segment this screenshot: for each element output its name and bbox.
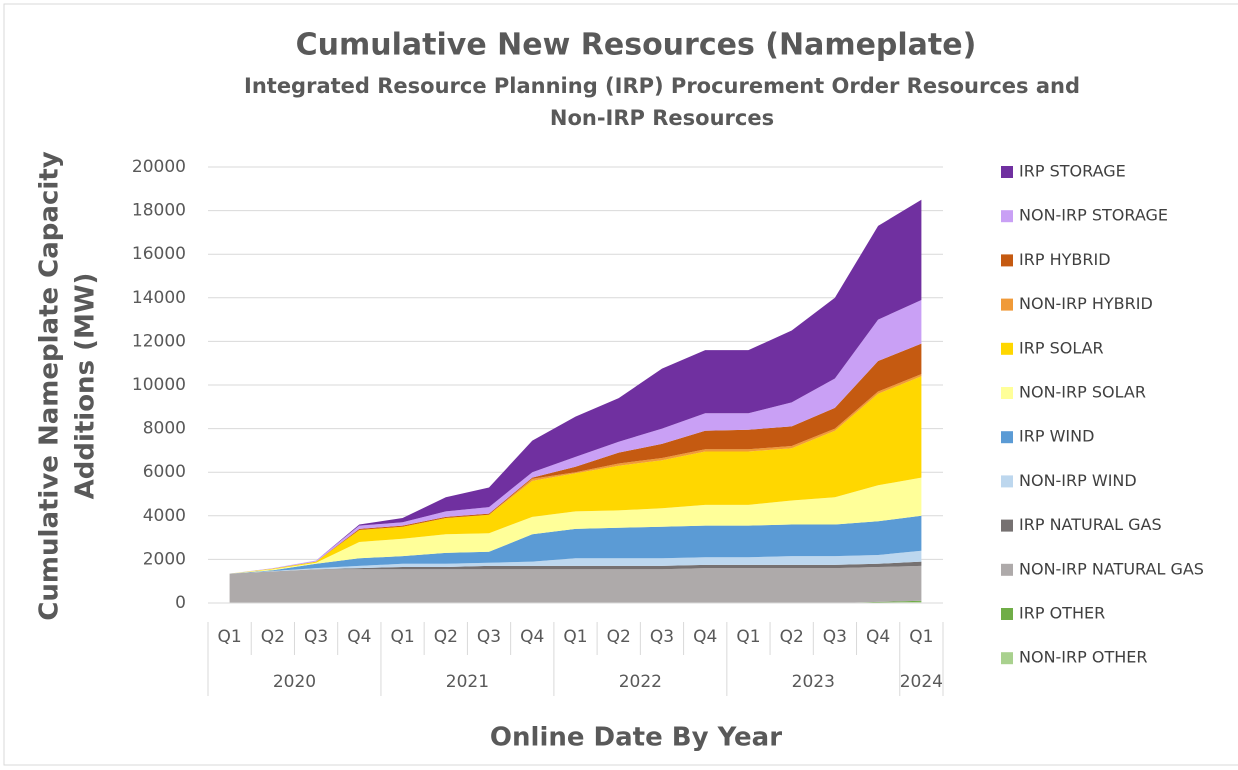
- x-tick-label: Q3: [304, 627, 328, 647]
- legend-label: NON-IRP WIND: [1019, 471, 1137, 490]
- x-tick-label: Q2: [261, 627, 285, 647]
- chart-subtitle: Non-IRP Resources: [550, 106, 774, 130]
- x-tick-label: Q3: [823, 627, 847, 647]
- legend-label: NON-IRP STORAGE: [1019, 206, 1168, 225]
- chart-frame: [3, 3, 1238, 766]
- area: [229, 515, 922, 574]
- chart-title: Cumulative New Resources (Nameplate): [296, 28, 977, 63]
- y-tick-label: 14000: [132, 288, 186, 308]
- x-tick-label: Q2: [434, 627, 458, 647]
- x-axis-title: Online Date By Year: [490, 723, 782, 753]
- legend-swatch: [1001, 519, 1013, 532]
- y-tick-label: 2000: [143, 549, 186, 569]
- legend-swatch: [1001, 608, 1013, 620]
- x-tick-label: Q4: [520, 627, 544, 647]
- legend-swatch: [1001, 475, 1013, 488]
- legend-swatch: [1001, 652, 1013, 665]
- legend-swatch: [1001, 298, 1013, 311]
- y-axis-title: Additions (MW): [71, 273, 101, 500]
- area: [229, 199, 922, 574]
- x-tick-label: Q2: [607, 627, 631, 647]
- legend-label: IRP HYBRID: [1019, 250, 1111, 269]
- area: [229, 550, 922, 574]
- x-tick-label: Q1: [390, 627, 414, 647]
- area: [229, 376, 922, 574]
- legend-swatch: [1001, 210, 1013, 223]
- legend-label: NON-IRP SOLAR: [1019, 383, 1146, 402]
- x-group-label: 2020: [273, 672, 316, 692]
- x-group-label: 2021: [446, 672, 489, 692]
- y-tick-label: 8000: [143, 419, 186, 439]
- chart-subtitle: Integrated Resource Planning (IRP) Procu…: [244, 74, 1080, 98]
- legend-label: IRP WIND: [1019, 427, 1094, 446]
- legend-swatch: [1001, 342, 1013, 355]
- x-group-label: 2023: [792, 672, 835, 692]
- y-tick-label: 10000: [132, 375, 186, 395]
- area: [229, 477, 922, 574]
- legend-label: NON-IRP OTHER: [1019, 648, 1148, 667]
- legend-swatch: [1001, 166, 1013, 178]
- area: [229, 561, 922, 574]
- legend-label: IRP NATURAL GAS: [1019, 515, 1162, 534]
- y-tick-label: 12000: [132, 331, 186, 351]
- x-tick-label: Q1: [563, 627, 587, 647]
- y-tick-label: 4000: [143, 506, 186, 526]
- x-tick-label: Q4: [866, 627, 890, 647]
- legend-label: IRP SOLAR: [1019, 338, 1104, 357]
- x-group-label: 2022: [619, 672, 662, 692]
- legend-swatch: [1001, 387, 1013, 399]
- x-tick-label: Q1: [909, 627, 933, 647]
- x-tick-label: Q1: [736, 627, 760, 647]
- y-axis-title: Cumulative Nameplate Capacity: [35, 151, 65, 620]
- x-tick-label: Q4: [347, 627, 371, 647]
- x-tick-label: Q2: [780, 627, 804, 647]
- legend-swatch: [1001, 563, 1013, 576]
- y-tick-label: 0: [175, 593, 186, 613]
- area: [229, 565, 922, 603]
- legend-swatch: [1001, 431, 1013, 444]
- x-tick-label: Q3: [477, 627, 501, 647]
- x-tick-label: Q1: [218, 627, 242, 647]
- legend-label: IRP OTHER: [1019, 604, 1105, 623]
- legend-label: NON-IRP NATURAL GAS: [1019, 559, 1204, 578]
- x-tick-label: Q3: [650, 627, 674, 647]
- y-tick-label: 20000: [132, 157, 186, 177]
- y-tick-label: 16000: [132, 244, 186, 264]
- x-group-label: 2024: [900, 672, 943, 692]
- x-tick-label: Q4: [693, 627, 717, 647]
- legend-label: NON-IRP HYBRID: [1019, 294, 1153, 313]
- legend-label: IRP STORAGE: [1019, 162, 1126, 181]
- y-tick-label: 18000: [132, 201, 186, 221]
- y-tick-label: 6000: [143, 462, 186, 482]
- legend-swatch: [1001, 254, 1013, 267]
